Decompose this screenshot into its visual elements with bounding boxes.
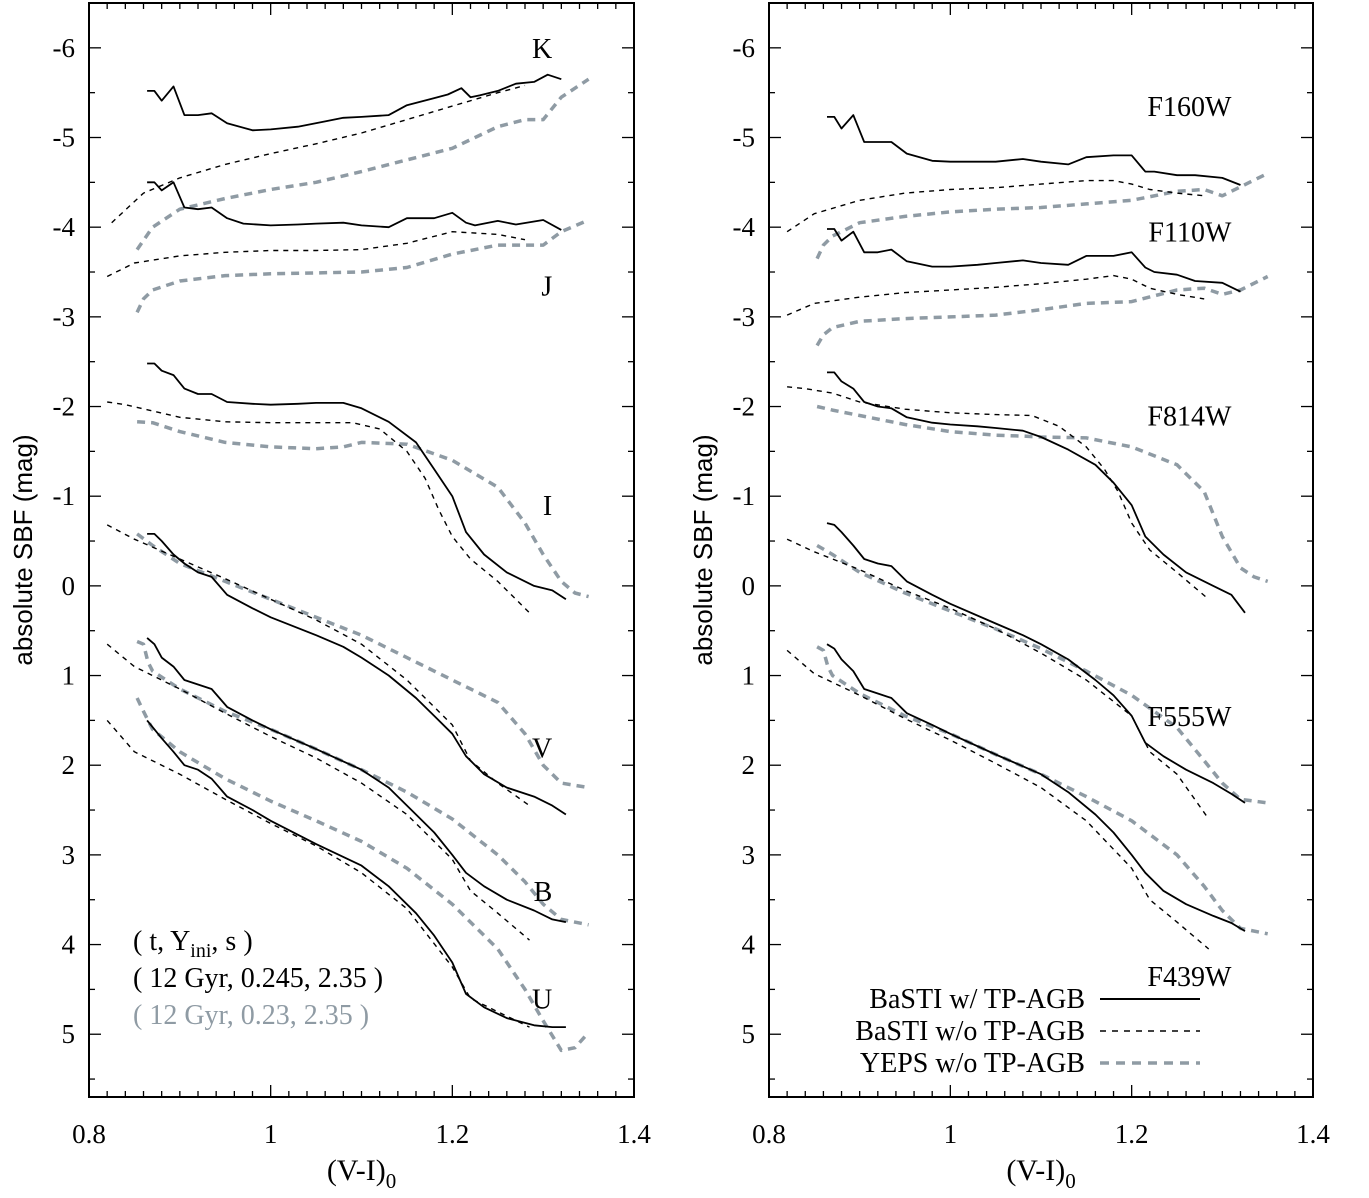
series-f160w-basti-notp xyxy=(787,181,1204,232)
y-tick-label: 5 xyxy=(742,1019,756,1049)
series-f555w-basti-notp xyxy=(787,539,1209,819)
x-tick-label: 0.8 xyxy=(72,1119,106,1149)
x-tick-label: 1.4 xyxy=(617,1119,651,1149)
series-b-yeps xyxy=(137,642,588,925)
y-tick-label: 1 xyxy=(62,661,76,691)
series-k-basti-tp xyxy=(147,75,561,131)
series-f814w-yeps xyxy=(817,407,1268,582)
y-tick-label: -5 xyxy=(733,123,756,153)
y-tick-label: -4 xyxy=(53,212,76,242)
y-tick-label: 3 xyxy=(742,840,756,870)
x-tick-label: 1 xyxy=(264,1119,278,1149)
legend-label-basti-tp: BaSTI w/ TP-AGB xyxy=(869,984,1085,1015)
series-j-basti-tp xyxy=(147,182,561,230)
band-i: I xyxy=(107,364,588,613)
legend: BaSTI w/ TP-AGB BaSTI w/o TP-AGB YEPS w/… xyxy=(855,984,1200,1079)
band-label-f160w: F160W xyxy=(1147,92,1232,123)
series-f439w-basti-tp xyxy=(827,644,1245,931)
y-tick-label: -2 xyxy=(53,392,76,422)
band-label-f814w: F814W xyxy=(1147,401,1232,432)
y-tick-label: -1 xyxy=(733,481,756,511)
series-f110w-yeps xyxy=(817,277,1268,346)
y-tick-label: -3 xyxy=(733,302,756,332)
y-tick-label: -1 xyxy=(53,481,76,511)
series-v-basti-tp xyxy=(147,534,566,815)
band-label-u: U xyxy=(532,984,552,1015)
y-tick-label: 4 xyxy=(62,930,76,960)
y-axis-label: absolute SBF (mag) xyxy=(8,434,38,665)
y-tick-label: -4 xyxy=(733,212,756,242)
annotation-header: ( t, Yini, s ) xyxy=(133,926,253,962)
series-f439w-basti-notp xyxy=(787,650,1209,949)
band-label-i: I xyxy=(543,491,552,522)
band-label-f555w: F555W xyxy=(1147,702,1232,733)
band-f814w: F814W xyxy=(787,372,1268,612)
band-v: V xyxy=(107,525,588,815)
y-tick-label: 5 xyxy=(62,1019,76,1049)
band-label-f439w: F439W xyxy=(1147,962,1232,993)
y-tick-label: 0 xyxy=(742,571,756,601)
series-j-basti-notp xyxy=(107,232,525,277)
band-b: B xyxy=(107,638,588,940)
y-tick-label: 0 xyxy=(62,571,76,601)
band-f439w: F439W xyxy=(787,644,1268,993)
series-f439w-yeps xyxy=(817,647,1268,934)
x-tick-label: 1 xyxy=(944,1119,958,1149)
x-tick-label: 1.2 xyxy=(1115,1119,1149,1149)
band-label-b: B xyxy=(534,877,553,908)
series-i-basti-tp xyxy=(147,364,566,600)
series-f110w-basti-notp xyxy=(787,276,1204,316)
series-f160w-basti-tp xyxy=(827,115,1241,185)
y-tick-label: -6 xyxy=(733,33,756,63)
legend-label-basti-notp: BaSTI w/o TP-AGB xyxy=(855,1016,1085,1047)
band-label-j: J xyxy=(541,271,552,302)
annotation-line-yeps: ( 12 Gyr, 0.23, 2.35 ) xyxy=(133,1000,369,1031)
series-j-yeps xyxy=(137,220,588,312)
x-tick-label: 1.2 xyxy=(435,1119,469,1149)
x-tick-label: 1.4 xyxy=(1296,1119,1330,1149)
band-label-f110w: F110W xyxy=(1148,218,1232,249)
band-j: J xyxy=(107,182,588,312)
band-f110w: F110W xyxy=(787,218,1268,346)
y-tick-label: -6 xyxy=(53,33,76,63)
y-tick-label: 4 xyxy=(742,930,756,960)
y-axis-label: absolute SBF (mag) xyxy=(688,434,718,665)
series-k-basti-notp xyxy=(112,86,525,223)
y-tick-label: -3 xyxy=(53,302,76,332)
series-v-yeps xyxy=(137,534,588,788)
y-tick-label: -2 xyxy=(733,392,756,422)
band-k: K xyxy=(112,34,589,250)
y-tick-label: 3 xyxy=(62,840,76,870)
y-tick-label: -5 xyxy=(53,123,76,153)
y-tick-label: 2 xyxy=(742,750,756,780)
parameter-annotation: ( t, Yini, s ) ( 12 Gyr, 0.245, 2.35 ) (… xyxy=(133,926,383,1031)
series-f814w-basti-notp xyxy=(787,387,1209,600)
series-i-yeps xyxy=(137,422,588,597)
series-f555w-basti-tp xyxy=(827,523,1245,803)
y-tick-label: 2 xyxy=(62,750,76,780)
annotation-line-basti: ( 12 Gyr, 0.245, 2.35 ) xyxy=(133,963,383,994)
series-f555w-yeps xyxy=(817,546,1268,803)
x-axis-label: (V-I)0 xyxy=(327,1154,396,1193)
legend-label-yeps: YEPS w/o TP-AGB xyxy=(860,1048,1085,1079)
series-i-basti-notp xyxy=(107,402,529,613)
band-f555w: F555W xyxy=(787,523,1268,819)
x-tick-label: 0.8 xyxy=(752,1119,786,1149)
y-tick-label: 1 xyxy=(742,661,756,691)
band-label-k: K xyxy=(532,34,552,65)
x-axis-label: (V-I)0 xyxy=(1006,1154,1075,1193)
band-label-v: V xyxy=(532,733,552,764)
